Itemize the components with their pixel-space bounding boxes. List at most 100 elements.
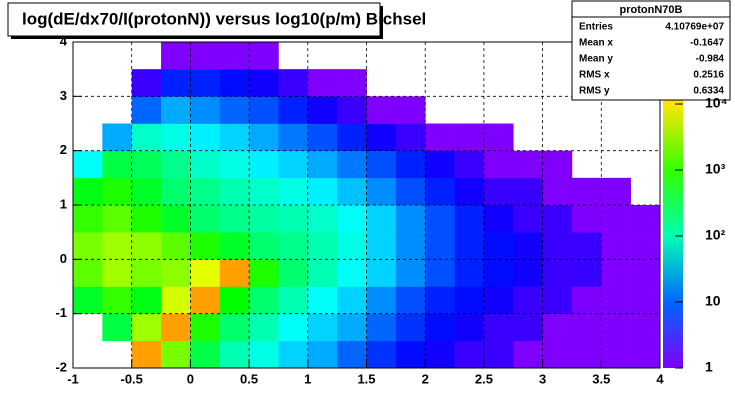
cell [454, 259, 485, 287]
y-tick-label: 1 [60, 196, 67, 211]
cell [454, 340, 485, 369]
stats-label: Mean x [579, 38, 613, 49]
cell [219, 42, 250, 70]
cell [219, 286, 250, 314]
cell [513, 177, 543, 206]
cell [630, 232, 661, 260]
z-tick-label: 10⁴ [705, 95, 728, 111]
cell [337, 96, 367, 124]
cell [307, 259, 338, 287]
cell [102, 177, 132, 206]
cell [249, 232, 279, 260]
cell [483, 313, 514, 342]
cell [249, 340, 279, 369]
stats-value: 4.10769e+07 [665, 22, 724, 33]
cell [161, 177, 191, 206]
cell [102, 150, 132, 179]
cell [278, 205, 309, 233]
cell [278, 177, 309, 206]
cell [73, 259, 103, 287]
x-tick-label: -1 [67, 371, 79, 386]
cell [425, 177, 455, 206]
cell [190, 232, 221, 260]
cell [630, 259, 661, 287]
cell [483, 205, 514, 233]
cell [249, 286, 279, 314]
cell [131, 259, 162, 287]
cell [425, 259, 455, 287]
cell [571, 313, 602, 342]
cell [542, 232, 573, 260]
cell [278, 259, 309, 287]
stats-label: RMS y [579, 86, 610, 97]
chart-title: log(dE/dx70/I(protonN)) versus log10(p/m… [22, 9, 426, 28]
x-tick-label: 3 [539, 371, 546, 386]
cell [425, 286, 455, 314]
cell [395, 313, 426, 342]
cell [307, 286, 338, 314]
cell [131, 123, 162, 151]
cell [161, 42, 191, 70]
cell [249, 69, 279, 97]
cell [219, 150, 250, 179]
cell [395, 286, 426, 314]
cell [337, 259, 367, 287]
cell [249, 123, 279, 151]
cell [542, 259, 573, 287]
cell [366, 123, 397, 151]
cell [161, 123, 191, 151]
cell [190, 259, 221, 287]
cell [366, 286, 397, 314]
cell [571, 286, 602, 314]
cell [278, 340, 309, 369]
stats-label: Entries [579, 22, 613, 33]
cell [307, 177, 338, 206]
cell [219, 313, 250, 342]
cell [366, 232, 397, 260]
cell [395, 177, 426, 206]
cell [73, 177, 103, 206]
cell [190, 177, 221, 206]
cell [249, 313, 279, 342]
cell [307, 123, 338, 151]
cell [307, 232, 338, 260]
cell [395, 123, 426, 151]
cell [249, 42, 279, 70]
cell [513, 340, 543, 369]
cell [190, 150, 221, 179]
cell [395, 232, 426, 260]
cell [483, 232, 514, 260]
cell [249, 177, 279, 206]
cell [307, 340, 338, 369]
stats-label: Mean y [579, 54, 613, 65]
x-tick-label: 1 [304, 371, 311, 386]
cell [483, 286, 514, 314]
cell [131, 150, 162, 179]
cell [395, 150, 426, 179]
cell [307, 313, 338, 342]
cell [513, 205, 543, 233]
cell [630, 313, 661, 342]
cell [395, 205, 426, 233]
cell [425, 205, 455, 233]
cell [337, 177, 367, 206]
cell [425, 340, 455, 369]
cell [571, 340, 602, 369]
x-tick-label: 2 [422, 371, 429, 386]
x-tick-label: 1.5 [357, 371, 375, 386]
x-tick-label: -0.5 [120, 371, 142, 386]
cell [190, 340, 221, 369]
cell [307, 205, 338, 233]
cell [513, 150, 543, 179]
cell [219, 259, 250, 287]
cell [161, 340, 191, 369]
cell [630, 340, 661, 369]
y-tick-label: 4 [60, 33, 68, 48]
cell [454, 150, 485, 179]
cell [395, 96, 426, 124]
cell [337, 232, 367, 260]
cell [131, 313, 162, 342]
y-tick-label: -2 [55, 359, 67, 374]
cell [454, 205, 485, 233]
cell [73, 150, 103, 179]
